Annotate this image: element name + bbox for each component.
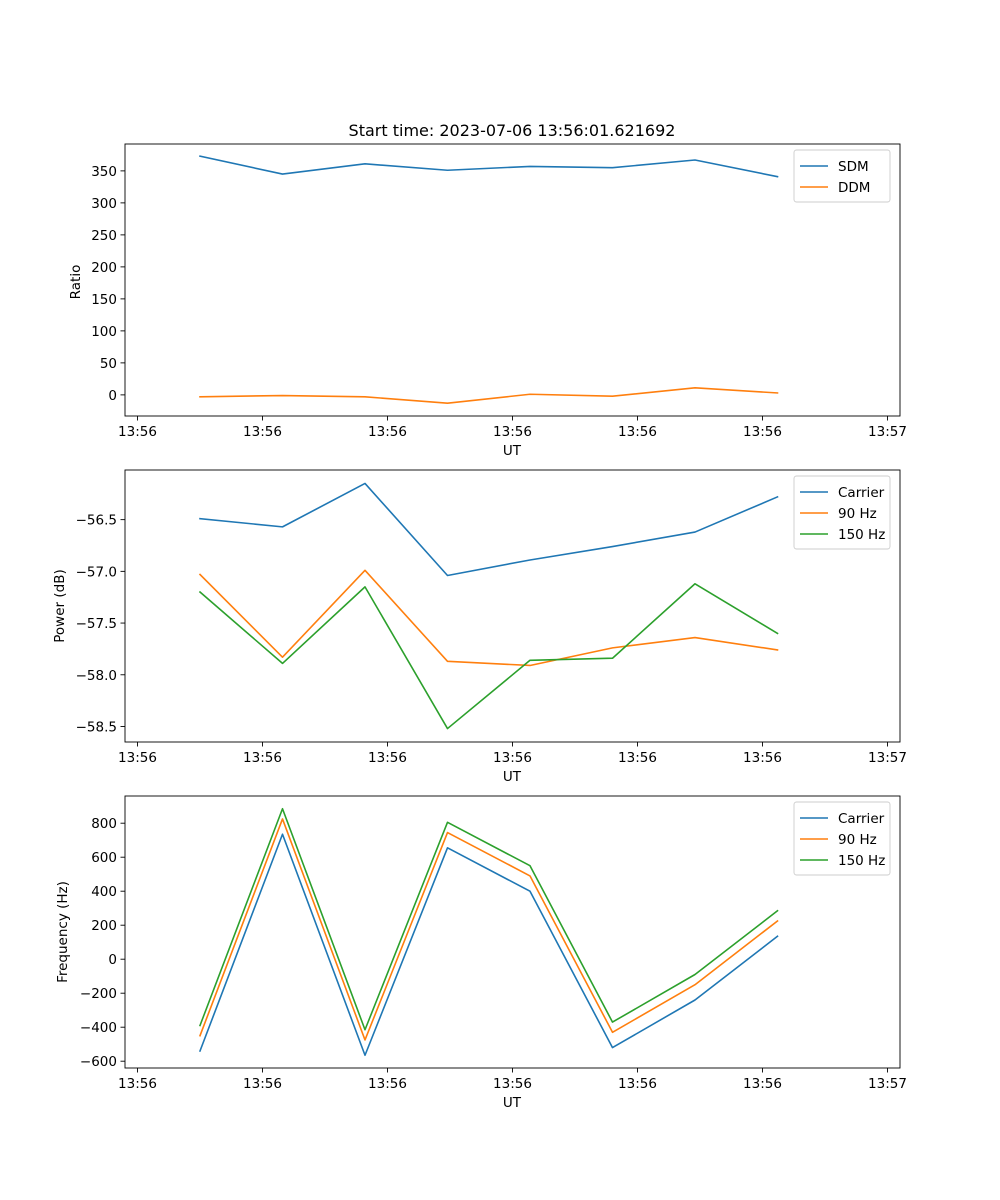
x-tick-label: 13:56 bbox=[118, 750, 157, 766]
ratio-panel: Start time: 2023-07-06 13:56:01.621692 U… bbox=[68, 121, 907, 459]
plot-area bbox=[199, 155, 779, 405]
x-tick-label: 13:56 bbox=[243, 424, 282, 440]
y-tick-label: 300 bbox=[91, 196, 117, 212]
y-tick-label: 400 bbox=[91, 884, 117, 900]
x-axis-label: UT bbox=[503, 443, 522, 459]
series-line-carrier bbox=[198, 833, 779, 1057]
x-tick-label: 13:56 bbox=[743, 750, 782, 766]
series-line-150-hz bbox=[198, 582, 779, 730]
legend-label: SDM bbox=[838, 159, 869, 175]
x-tick-label: 13:56 bbox=[368, 750, 407, 766]
y-tick-label: −57.5 bbox=[76, 616, 117, 632]
y-tick-label: 50 bbox=[100, 356, 117, 372]
y-axis-label: Frequency (Hz) bbox=[55, 881, 71, 983]
legend-label: 150 Hz bbox=[838, 527, 885, 543]
series-line-sdm bbox=[199, 155, 779, 178]
x-tick-label: 13:56 bbox=[368, 1076, 407, 1092]
y-tick-label: 0 bbox=[108, 952, 117, 968]
legend-label: 90 Hz bbox=[838, 506, 877, 522]
x-tick-label: 13:57 bbox=[868, 424, 907, 440]
series-line-90-hz bbox=[198, 569, 779, 667]
x-tick-label: 13:56 bbox=[243, 750, 282, 766]
x-tick-label: 13:57 bbox=[868, 1076, 907, 1092]
series-line-90-hz bbox=[198, 818, 779, 1041]
x-tick-label: 13:56 bbox=[743, 424, 782, 440]
legend-label: Carrier bbox=[838, 485, 885, 501]
x-tick-label: 13:56 bbox=[118, 1076, 157, 1092]
series-line-ddm bbox=[199, 387, 779, 405]
legend-label: 150 Hz bbox=[838, 853, 885, 869]
x-tick-label: 13:56 bbox=[618, 750, 657, 766]
legend-label: DDM bbox=[838, 180, 870, 196]
power-panel: UT Power (dB) 13:56 13:56 13:56 13:56 13:56 1… bbox=[52, 469, 907, 785]
x-tick-label: 13:56 bbox=[243, 1076, 282, 1092]
series-line-carrier bbox=[199, 482, 779, 577]
y-tick-label: 0 bbox=[108, 388, 117, 404]
plot-area bbox=[198, 482, 779, 730]
legend-box bbox=[793, 149, 891, 203]
y-tick-label: −200 bbox=[80, 986, 117, 1002]
y-tick-label: 800 bbox=[91, 816, 117, 832]
y-tick-label: 200 bbox=[91, 918, 117, 934]
x-tick-label: 13:56 bbox=[493, 1076, 532, 1092]
x-tick-label: 13:56 bbox=[118, 424, 157, 440]
legend: Carrier 90 Hz 150 Hz bbox=[793, 475, 891, 550]
x-tick-label: 13:56 bbox=[493, 750, 532, 766]
y-tick-label: −56.5 bbox=[76, 513, 117, 529]
y-tick-label: −58.0 bbox=[76, 668, 117, 684]
x-tick-label: 13:56 bbox=[368, 424, 407, 440]
y-tick-label: −600 bbox=[80, 1054, 117, 1070]
series-line-150-hz bbox=[198, 807, 779, 1031]
x-axis-label: UT bbox=[503, 769, 522, 785]
y-tick-label: 350 bbox=[91, 164, 117, 180]
legend-label: 90 Hz bbox=[838, 832, 877, 848]
legend-label: Carrier bbox=[838, 811, 885, 827]
y-axis-label: Ratio bbox=[68, 265, 84, 300]
legend: Carrier 90 Hz 150 Hz bbox=[793, 801, 891, 876]
y-tick-label: −57.0 bbox=[76, 564, 117, 580]
x-tick-label: 13:56 bbox=[743, 1076, 782, 1092]
y-tick-label: 150 bbox=[91, 292, 117, 308]
x-axis-label: UT bbox=[503, 1095, 522, 1111]
y-tick-label: −400 bbox=[80, 1020, 117, 1036]
frequency-panel: UT Frequency (Hz) 13:56 13:56 13:56 13:56 13… bbox=[55, 795, 907, 1111]
x-tick-label: 13:56 bbox=[493, 424, 532, 440]
y-tick-label: 600 bbox=[91, 850, 117, 866]
plot-area bbox=[198, 807, 779, 1057]
legend: SDM DDM bbox=[793, 149, 891, 203]
x-tick-label: 13:56 bbox=[618, 1076, 657, 1092]
x-tick-label: 13:57 bbox=[868, 750, 907, 766]
legend-box bbox=[793, 801, 891, 876]
chart-title: Start time: 2023-07-06 13:56:01.621692 bbox=[349, 121, 676, 140]
y-tick-label: 100 bbox=[91, 324, 117, 340]
y-tick-label: 200 bbox=[91, 260, 117, 276]
y-tick-label: −58.5 bbox=[76, 719, 117, 735]
legend-box bbox=[793, 475, 891, 550]
y-axis-label: Power (dB) bbox=[52, 569, 68, 642]
x-tick-label: 13:56 bbox=[618, 424, 657, 440]
y-tick-label: 250 bbox=[91, 228, 117, 244]
